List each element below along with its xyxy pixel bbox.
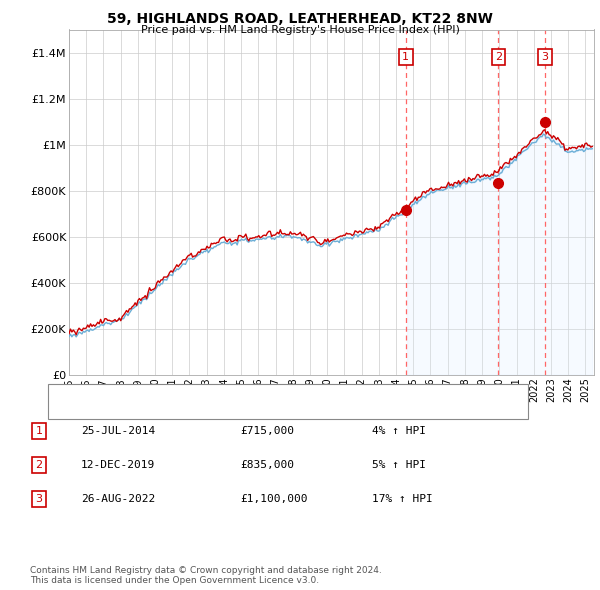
Text: 25-JUL-2014: 25-JUL-2014 <box>81 426 155 435</box>
Text: Contains HM Land Registry data © Crown copyright and database right 2024.
This d: Contains HM Land Registry data © Crown c… <box>30 566 382 585</box>
Text: 17% ↑ HPI: 17% ↑ HPI <box>372 494 433 504</box>
Text: £835,000: £835,000 <box>240 460 294 470</box>
Text: 2: 2 <box>35 460 43 470</box>
Text: Price paid vs. HM Land Registry's House Price Index (HPI): Price paid vs. HM Land Registry's House … <box>140 25 460 35</box>
Text: 3: 3 <box>541 52 548 62</box>
Text: 26-AUG-2022: 26-AUG-2022 <box>81 494 155 504</box>
Text: HPI: Average price, detached house, Mole Valley: HPI: Average price, detached house, Mole… <box>105 409 357 419</box>
Text: 4% ↑ HPI: 4% ↑ HPI <box>372 426 426 435</box>
Text: 3: 3 <box>35 494 43 504</box>
Text: 12-DEC-2019: 12-DEC-2019 <box>81 460 155 470</box>
Text: 5% ↑ HPI: 5% ↑ HPI <box>372 460 426 470</box>
Text: 1: 1 <box>402 52 409 62</box>
Text: £715,000: £715,000 <box>240 426 294 435</box>
Text: 2: 2 <box>495 52 502 62</box>
Text: 1: 1 <box>35 426 43 435</box>
Text: 59, HIGHLANDS ROAD, LEATHERHEAD, KT22 8NW (detached house): 59, HIGHLANDS ROAD, LEATHERHEAD, KT22 8N… <box>105 392 458 401</box>
Text: £1,100,000: £1,100,000 <box>240 494 308 504</box>
Text: 59, HIGHLANDS ROAD, LEATHERHEAD, KT22 8NW: 59, HIGHLANDS ROAD, LEATHERHEAD, KT22 8N… <box>107 12 493 26</box>
